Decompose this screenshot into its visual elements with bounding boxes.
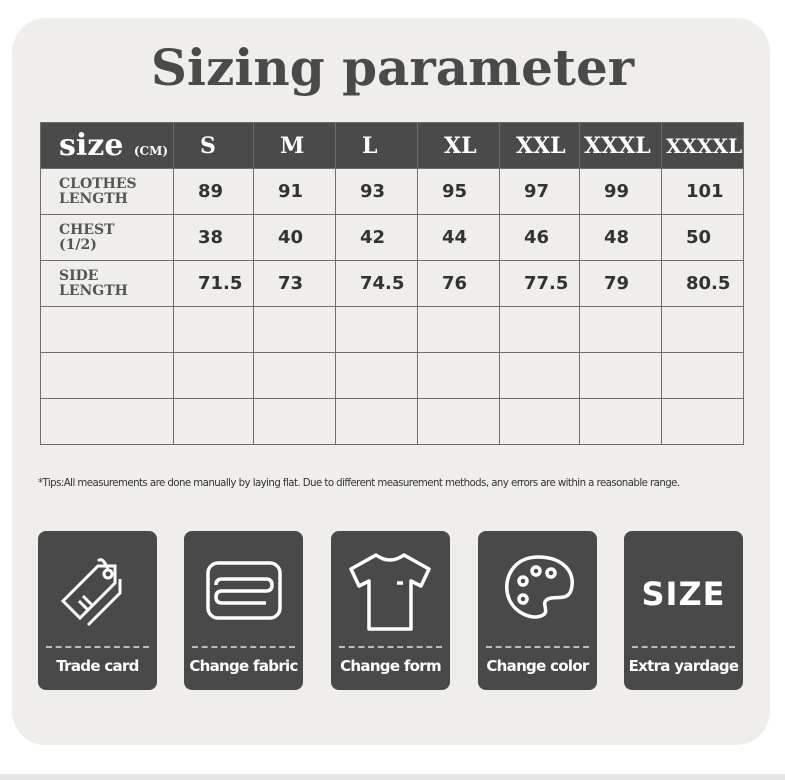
bottom-divider bbox=[0, 774, 785, 780]
table-cell: 99 bbox=[579, 168, 662, 215]
empty-cell bbox=[661, 398, 744, 445]
table-cell: 95 bbox=[417, 168, 500, 215]
table-cell: 44 bbox=[417, 214, 500, 261]
table-cell: 80.5 bbox=[661, 260, 744, 307]
table-row: CHEST (1/2) 38 40 42 44 46 48 50 bbox=[40, 214, 744, 261]
row-label-line: SIDE bbox=[59, 267, 99, 284]
size-header: size (CM) bbox=[40, 122, 174, 169]
table-cell: 48 bbox=[579, 214, 662, 261]
empty-cell bbox=[499, 398, 580, 445]
table-cell: 101 bbox=[661, 168, 744, 215]
size-col: M bbox=[253, 122, 336, 169]
row-label: CLOTHES LENGTH bbox=[40, 168, 174, 215]
empty-cell bbox=[40, 306, 174, 353]
table-cell: 40 bbox=[253, 214, 336, 261]
row-label-line: LENGTH bbox=[59, 190, 128, 207]
feature-label: Extra yardage bbox=[628, 657, 740, 675]
empty-cell bbox=[417, 352, 500, 399]
size-table: size (CM) S M L XL XXL XXXL XXXXL CLOTHE… bbox=[40, 122, 744, 445]
header-row: size (CM) S M L XL XXL XXXL XXXXL bbox=[40, 122, 744, 169]
empty-cell bbox=[253, 306, 336, 353]
table-cell: 91 bbox=[253, 168, 336, 215]
size-col: L bbox=[335, 122, 418, 169]
table-cell: 97 bbox=[499, 168, 580, 215]
empty-cell bbox=[579, 352, 662, 399]
empty-cell bbox=[499, 306, 580, 353]
tips-text: *Tips:All measurements are done manually… bbox=[38, 478, 680, 489]
feature-label: Trade card bbox=[56, 657, 139, 675]
size-icon: SIZE bbox=[641, 575, 726, 613]
table-cell: 42 bbox=[335, 214, 418, 261]
empty-row bbox=[40, 306, 744, 353]
table-cell: 73 bbox=[253, 260, 336, 307]
table-cell: 77.5 bbox=[499, 260, 580, 307]
empty-row bbox=[40, 398, 744, 445]
row-label-line: (1/2) bbox=[59, 236, 97, 253]
size-col: XXXL bbox=[579, 122, 662, 169]
divider bbox=[632, 646, 735, 648]
divider bbox=[339, 646, 442, 648]
empty-cell bbox=[417, 306, 500, 353]
palette-icon bbox=[505, 555, 574, 619]
feature-card-extra-yardage: SIZE Extra yardage bbox=[624, 531, 743, 690]
empty-cell bbox=[417, 398, 500, 445]
empty-cell bbox=[579, 398, 662, 445]
empty-cell bbox=[253, 352, 336, 399]
table-cell: 46 bbox=[499, 214, 580, 261]
size-col: XL bbox=[417, 122, 500, 169]
empty-cell bbox=[661, 306, 744, 353]
table-cell: 76 bbox=[417, 260, 500, 307]
row-label: CHEST (1/2) bbox=[40, 214, 174, 261]
empty-cell bbox=[335, 398, 418, 445]
unit-label: (CM) bbox=[133, 144, 169, 158]
fabric-icon bbox=[206, 561, 282, 620]
empty-cell bbox=[40, 352, 174, 399]
empty-cell bbox=[173, 306, 254, 353]
empty-cell bbox=[335, 306, 418, 353]
divider bbox=[46, 646, 149, 648]
table-cell: 93 bbox=[335, 168, 418, 215]
feature-card-change-fabric: Change fabric bbox=[184, 531, 303, 690]
size-label: size bbox=[59, 128, 124, 163]
empty-cell bbox=[661, 352, 744, 399]
feature-label: Change form bbox=[340, 657, 441, 675]
table-cell: 71.5 bbox=[173, 260, 254, 307]
table-row: SIDE LENGTH 71.5 73 74.5 76 77.5 79 80.5 bbox=[40, 260, 744, 307]
feature-label: Change fabric bbox=[189, 657, 298, 675]
row-label: SIDE LENGTH bbox=[40, 260, 174, 307]
tag-icon bbox=[60, 558, 122, 627]
empty-cell bbox=[335, 352, 418, 399]
feature-label: Change color bbox=[486, 657, 589, 675]
row-label-line: LENGTH bbox=[59, 282, 128, 299]
size-col: XXXXL bbox=[661, 122, 744, 169]
feature-card-trade-card: Trade card bbox=[38, 531, 157, 690]
table-cell: 38 bbox=[173, 214, 254, 261]
row-label-line: CLOTHES bbox=[59, 175, 137, 192]
divider bbox=[192, 646, 295, 648]
feature-card-change-color: Change color bbox=[478, 531, 597, 690]
page-title: Sizing parameter bbox=[150, 38, 635, 97]
empty-cell bbox=[40, 398, 174, 445]
size-col: XXL bbox=[499, 122, 580, 169]
size-col: S bbox=[173, 122, 254, 169]
row-label-line: CHEST bbox=[59, 221, 115, 238]
empty-cell bbox=[173, 352, 254, 399]
empty-cell bbox=[253, 398, 336, 445]
tshirt-icon bbox=[349, 553, 431, 631]
table-cell: 89 bbox=[173, 168, 254, 215]
table-cell: 50 bbox=[661, 214, 744, 261]
empty-cell bbox=[173, 398, 254, 445]
empty-cell bbox=[579, 306, 662, 353]
empty-cell bbox=[499, 352, 580, 399]
table-row: CLOTHES LENGTH 89 91 93 95 97 99 101 bbox=[40, 168, 744, 215]
divider bbox=[486, 646, 589, 648]
table-cell: 74.5 bbox=[335, 260, 418, 307]
feature-card-change-form: Change form bbox=[331, 531, 450, 690]
empty-row bbox=[40, 352, 744, 399]
table-cell: 79 bbox=[579, 260, 662, 307]
